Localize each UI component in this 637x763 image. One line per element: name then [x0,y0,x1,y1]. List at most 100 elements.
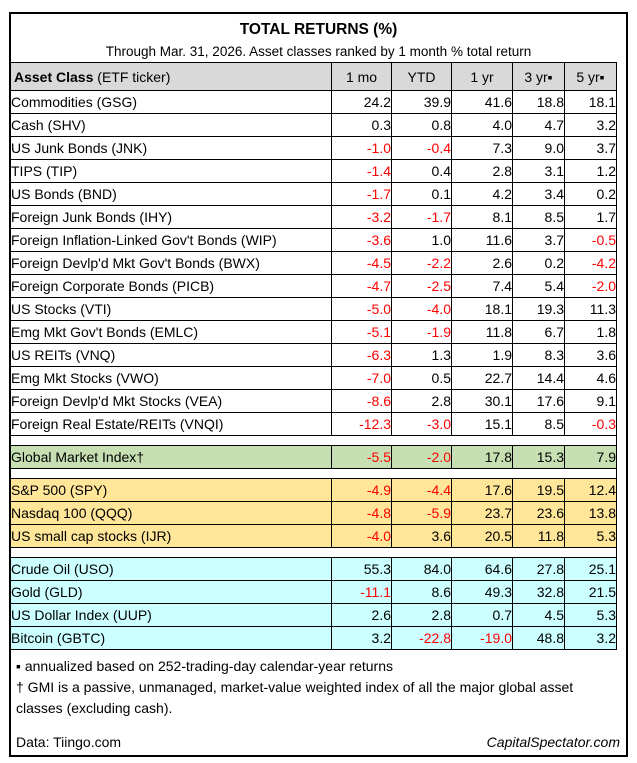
return-value: -5.0 [331,297,392,321]
return-value: -4.4 [391,478,452,502]
return-value: 0.5 [391,366,452,390]
asset-label: Foreign Junk Bonds (IHY) [10,205,332,229]
asset-label: Foreign Inflation-Linked Gov't Bonds (WI… [10,228,332,252]
return-value: 2.8 [391,389,452,413]
asset-label: Commodities (GSG) [10,90,332,114]
asset-label: Nasdaq 100 (QQQ) [10,501,332,525]
table-row: Bitcoin (GBTC) 3.2 -22.8 -19.0 48.8 3.2 [10,626,617,650]
return-value: -4.9 [331,478,392,502]
return-value: 3.4 [512,182,565,206]
return-value: -4.0 [331,524,392,548]
return-value: -4.7 [331,274,392,298]
return-value: 2.8 [451,159,513,183]
return-value: -7.0 [331,366,392,390]
return-value: 39.9 [391,90,452,114]
table-row: Foreign Inflation-Linked Gov't Bonds (WI… [10,228,617,252]
return-value: 11.6 [451,228,513,252]
return-value: -22.8 [391,626,452,650]
return-value: 3.6 [564,343,617,367]
return-value: 12.4 [564,478,617,502]
column-header-5yr: 5 yr▪ [564,62,617,91]
returns-table: Asset Class (ETF ticker) 1 mo YTD 1 yr 3… [10,62,617,650]
return-value: 4.2 [451,182,513,206]
asset-label: Foreign Corporate Bonds (PICB) [10,274,332,298]
table-row: Foreign Corporate Bonds (PICB) -4.7 -2.5 7.… [10,274,617,298]
return-value: 13.8 [564,501,617,525]
return-value: 48.8 [512,626,565,650]
return-value: 8.3 [512,343,565,367]
table-row: US REITs (VNQ) -6.3 1.3 1.9 8.3 3.6 [10,343,617,367]
column-header-1yr: 1 yr [451,62,513,91]
return-value: 4.0 [451,113,513,137]
asset-label: Crude Oil (USO) [10,557,332,581]
return-value: 3.2 [331,626,392,650]
return-value: 18.8 [512,90,565,114]
asset-label: US Bonds (BND) [10,182,332,206]
bottom-line: Data: Tiingo.com CapitalSpectator.com [11,732,626,755]
section-gap [10,468,617,479]
return-value: 23.6 [512,501,565,525]
footnotes: ▪ annualized based on 252-trading-day ca… [11,656,626,719]
return-value: 0.3 [331,113,392,137]
return-value: 19.3 [512,297,565,321]
table-row: TIPS (TIP) -1.4 0.4 2.8 3.1 1.2 [10,159,617,183]
return-value: 8.6 [391,580,452,604]
return-value: 7.4 [451,274,513,298]
return-value: -2.0 [564,274,617,298]
return-value: 7.9 [564,445,617,469]
return-value: 20.5 [451,524,513,548]
asset-label: Bitcoin (GBTC) [10,626,332,650]
returns-table-body: Commodities (GSG) 24.2 39.9 41.6 18.8 18.1 Cas… [10,90,617,650]
return-value: -8.6 [331,389,392,413]
return-value: -3.2 [331,205,392,229]
table-row: US small cap stocks (IJR) -4.0 3.6 20.5 11.8… [10,524,617,548]
return-value: -5.5 [331,445,392,469]
return-value: -4.2 [564,251,617,275]
column-header-asset-class: Asset Class (ETF ticker) [10,62,332,91]
return-value: -2.2 [391,251,452,275]
return-value: -4.5 [331,251,392,275]
return-value: 9.0 [512,136,565,160]
return-value: 25.1 [564,557,617,581]
return-value: -12.3 [331,412,392,436]
return-value: 17.8 [451,445,513,469]
table-row: Commodities (GSG) 24.2 39.9 41.6 18.8 18.1 [10,90,617,114]
return-value: 4.6 [564,366,617,390]
asset-label: US small cap stocks (IJR) [10,524,332,548]
asset-label: Foreign Devlp'd Mkt Stocks (VEA) [10,389,332,413]
return-value: 18.1 [564,90,617,114]
return-value: -1.7 [391,205,452,229]
return-value: 7.3 [451,136,513,160]
return-value: 17.6 [512,389,565,413]
asset-label: Foreign Devlp'd Mkt Gov't Bonds (BWX) [10,251,332,275]
return-value: -4.0 [391,297,452,321]
column-header-ytd: YTD [391,62,452,91]
return-value: 17.6 [451,478,513,502]
return-value: 0.2 [564,182,617,206]
return-value: -0.5 [564,228,617,252]
return-value: -5.9 [391,501,452,525]
return-value: -1.9 [391,320,452,344]
footnote-gmi: † GMI is a passive, unmanaged, market-va… [16,679,574,716]
table-row: S&P 500 (SPY) -4.9 -4.4 17.6 19.5 12.4 [10,478,617,502]
table-row: US Bonds (BND) -1.7 0.1 4.2 3.4 0.2 [10,182,617,206]
return-value: -5.1 [331,320,392,344]
etf-ticker-label: (ETF ticker) [93,68,171,85]
return-value: 4.5 [512,603,565,627]
column-header-3yr: 3 yr▪ [512,62,565,91]
table-row: Foreign Devlp'd Mkt Gov't Bonds (BWX) -4.… [10,251,617,275]
return-value: -11.1 [331,580,392,604]
table-row: US Dollar Index (UUP) 2.6 2.8 0.7 4.5 5.3 [10,603,617,627]
asset-label: Gold (GLD) [10,580,332,604]
return-value: -2.0 [391,445,452,469]
table-row: Cash (SHV) 0.3 0.8 4.0 4.7 3.2 [10,113,617,137]
return-value: 41.6 [451,90,513,114]
return-value: 3.7 [512,228,565,252]
return-value: 14.4 [512,366,565,390]
return-value: 11.8 [451,320,513,344]
table-subtitle: Through Mar. 31, 2026. Asset classes ran… [105,44,532,59]
table-row: Nasdaq 100 (QQQ) -4.8 -5.9 23.7 23.6 13.8 [10,501,617,525]
table-row: Foreign Devlp'd Mkt Stocks (VEA) -8.6 2.8 3… [10,389,617,413]
return-value: 15.3 [512,445,565,469]
return-value: 5.4 [512,274,565,298]
